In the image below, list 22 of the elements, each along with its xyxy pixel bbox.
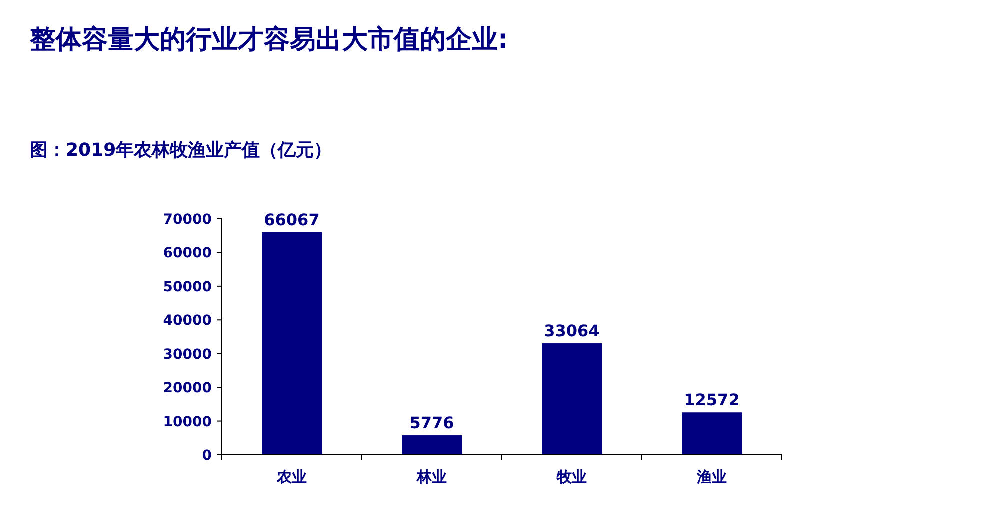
y-tick-label: 20000 xyxy=(163,380,212,397)
data-label: 5776 xyxy=(410,414,454,433)
data-label: 33064 xyxy=(544,322,600,341)
x-tick-label: 林业 xyxy=(416,468,447,486)
y-tick-label: 0 xyxy=(202,448,212,464)
x-tick-label: 农业 xyxy=(276,468,307,486)
x-tick-label: 渔业 xyxy=(696,468,727,486)
data-label: 66067 xyxy=(264,210,320,230)
bar xyxy=(402,436,462,455)
y-tick-label: 40000 xyxy=(163,313,212,330)
y-tick-label: 10000 xyxy=(163,414,212,430)
y-tick-label: 30000 xyxy=(163,346,212,363)
chart-title: 整体容量大的行业才容易出大市值的企业: xyxy=(29,25,508,55)
data-label: 12572 xyxy=(684,390,740,410)
y-tick-label: 60000 xyxy=(163,246,212,262)
y-tick-label: 50000 xyxy=(163,279,212,296)
bar xyxy=(542,344,602,455)
y-tick-label: 70000 xyxy=(163,212,212,228)
x-tick-label: 牧业 xyxy=(556,468,587,486)
bar xyxy=(682,412,742,455)
chart-subtitle: 图：2019年农林牧渔业产值（亿元） xyxy=(30,140,332,161)
bar xyxy=(262,232,322,455)
